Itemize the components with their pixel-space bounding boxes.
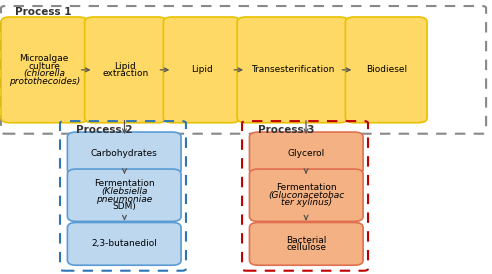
- Text: (Klebsiella: (Klebsiella: [101, 187, 148, 196]
- Text: Process 3: Process 3: [258, 125, 315, 135]
- FancyBboxPatch shape: [249, 132, 363, 175]
- Text: (chlorella: (chlorella: [23, 69, 65, 78]
- Text: Fermentation: Fermentation: [94, 179, 154, 188]
- Text: pneumoniae: pneumoniae: [96, 195, 153, 204]
- Text: extraction: extraction: [102, 69, 149, 78]
- Text: culture: culture: [29, 62, 60, 70]
- Text: Process 1: Process 1: [15, 7, 71, 17]
- Text: protothecoides): protothecoides): [9, 77, 80, 86]
- FancyBboxPatch shape: [249, 222, 363, 265]
- Text: Lipid: Lipid: [191, 65, 213, 74]
- FancyBboxPatch shape: [1, 17, 88, 123]
- FancyBboxPatch shape: [249, 169, 363, 221]
- Text: Microalgae: Microalgae: [20, 54, 69, 63]
- Text: Carbohydrates: Carbohydrates: [91, 149, 157, 158]
- Text: Fermentation: Fermentation: [276, 183, 337, 192]
- Text: SDM): SDM): [112, 202, 136, 211]
- FancyBboxPatch shape: [67, 169, 181, 221]
- FancyBboxPatch shape: [67, 222, 181, 265]
- Text: Process 2: Process 2: [76, 125, 133, 135]
- Text: cellulose: cellulose: [286, 243, 326, 252]
- Text: (Gluconacetobac: (Gluconacetobac: [268, 191, 344, 200]
- Text: Glycerol: Glycerol: [288, 149, 325, 158]
- Text: Biodiesel: Biodiesel: [366, 65, 407, 74]
- Text: Bacterial: Bacterial: [286, 236, 327, 244]
- Text: Transesterification: Transesterification: [251, 65, 335, 74]
- FancyBboxPatch shape: [345, 17, 427, 123]
- FancyBboxPatch shape: [163, 17, 240, 123]
- FancyBboxPatch shape: [85, 17, 166, 123]
- FancyBboxPatch shape: [237, 17, 348, 123]
- Text: ter xylinus): ter xylinus): [281, 198, 332, 207]
- Text: 2,3-butanediol: 2,3-butanediol: [92, 239, 157, 248]
- FancyBboxPatch shape: [67, 132, 181, 175]
- Text: Lipid: Lipid: [115, 62, 136, 70]
